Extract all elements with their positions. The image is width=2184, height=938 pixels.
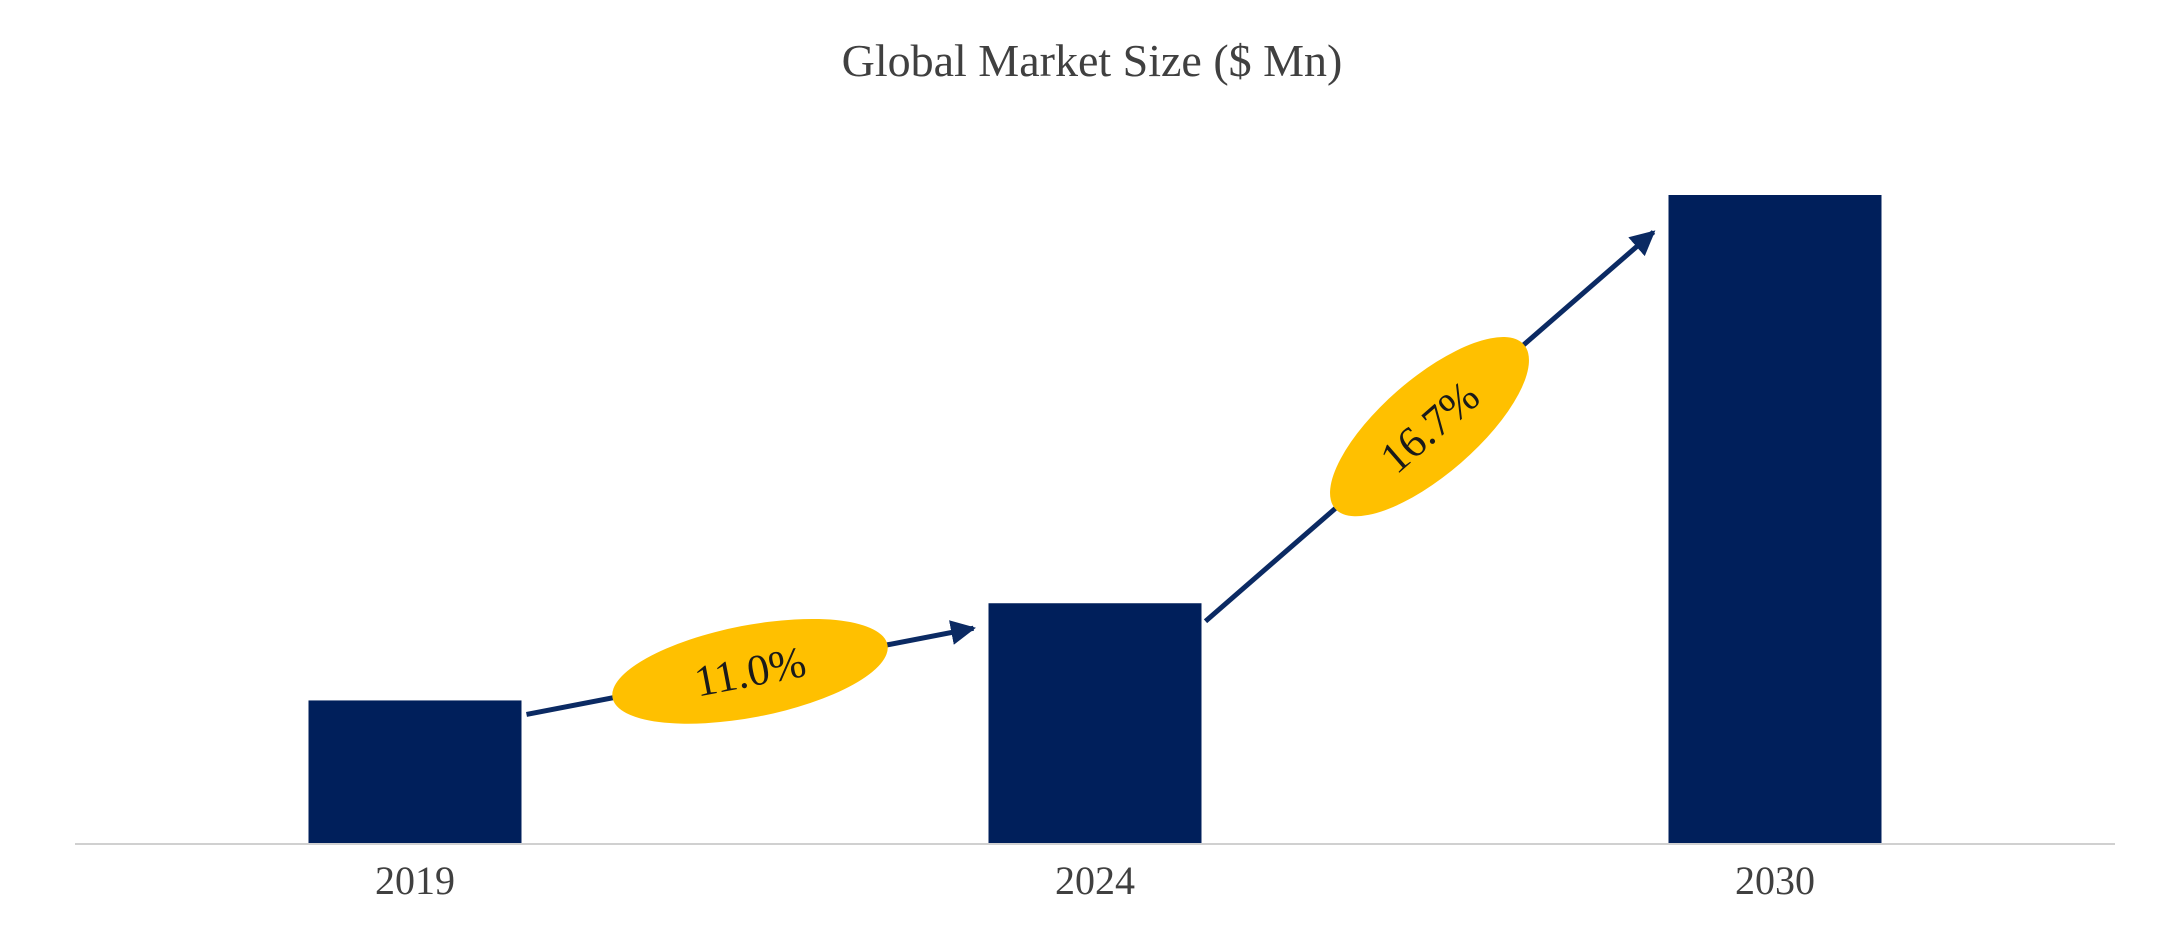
cagr-badge <box>612 618 888 724</box>
x-tick-label: 2030 <box>1735 858 1815 903</box>
bar-2024 <box>988 603 1202 843</box>
bar-2019 <box>308 700 522 843</box>
chart-title: Global Market Size ($ Mn) <box>841 35 1343 86</box>
cagr-badge <box>1330 336 1529 517</box>
x-tick-label: 2024 <box>1055 858 1135 903</box>
bar-2030 <box>1668 195 1882 843</box>
x-tick-label: 2019 <box>375 858 455 903</box>
